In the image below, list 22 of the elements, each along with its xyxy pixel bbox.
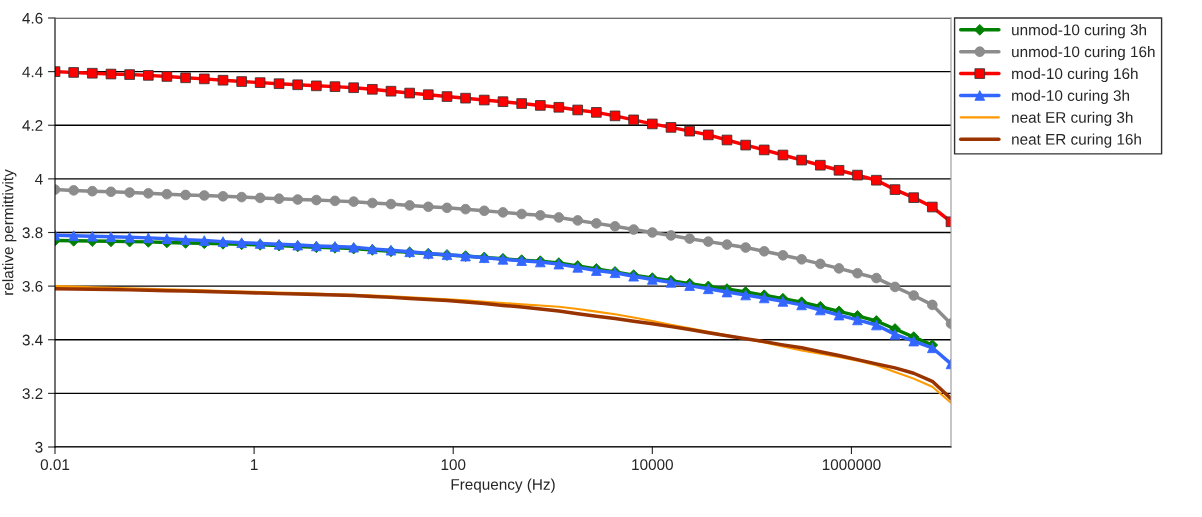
y-tick-label: 3.4 <box>22 334 43 346</box>
legend-label: neat ER curing 3h <box>1012 111 1133 126</box>
x-axis-title: Frequency (Hz) <box>451 478 555 493</box>
x-tick-label: 0.01 <box>40 459 70 471</box>
x-tick-label: 1000000 <box>822 459 881 471</box>
y-tick-label: 4.4 <box>22 66 43 78</box>
y-tick-label: 4.6 <box>22 12 43 24</box>
y-tick-label: 4.2 <box>22 120 43 131</box>
y-axis-title: relative permittivity <box>2 169 17 295</box>
x-tick-label: 1 <box>251 459 258 470</box>
y-tick-label: 3.6 <box>22 280 43 292</box>
legend-label: unmod-10 curing 3h <box>1012 24 1147 39</box>
legend-label: neat ER curing 16h <box>1012 133 1141 148</box>
legend-label: unmod-10 curing 16h <box>1012 45 1155 61</box>
y-tick-label: 3.2 <box>22 388 43 400</box>
legend-label: mod-10 curing 3h <box>1012 89 1130 104</box>
y-tick-label: 3 <box>35 441 43 453</box>
y-tick-label: 3.8 <box>22 227 43 239</box>
legend-label: mod-10 curing 16h <box>1012 67 1138 83</box>
x-tick-label: 10000 <box>632 459 673 471</box>
x-tick-label: 100 <box>441 459 466 471</box>
y-tick-label: 4 <box>35 173 43 185</box>
